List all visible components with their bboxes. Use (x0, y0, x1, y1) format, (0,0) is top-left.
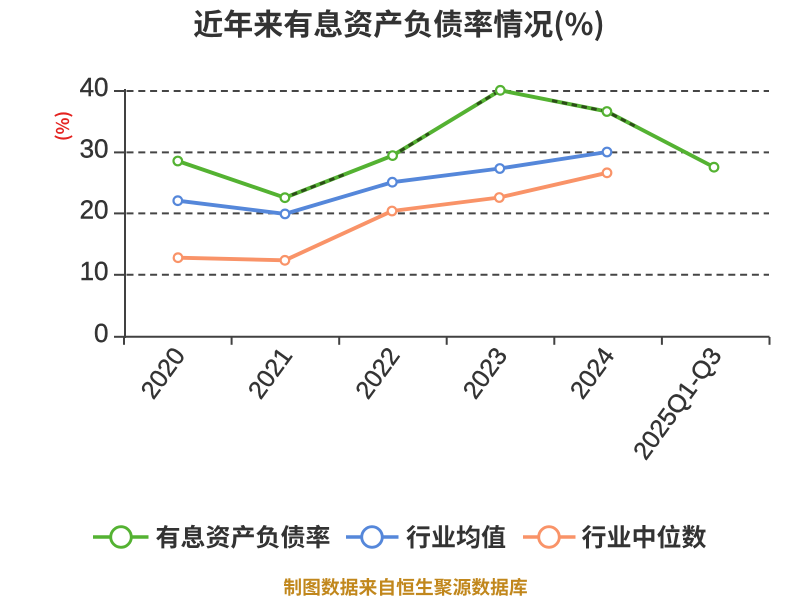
svg-text:10: 10 (80, 256, 109, 286)
svg-text:30: 30 (80, 133, 109, 163)
svg-text:40: 40 (80, 72, 109, 102)
svg-text:0: 0 (94, 318, 108, 348)
svg-text:20: 20 (80, 194, 109, 224)
